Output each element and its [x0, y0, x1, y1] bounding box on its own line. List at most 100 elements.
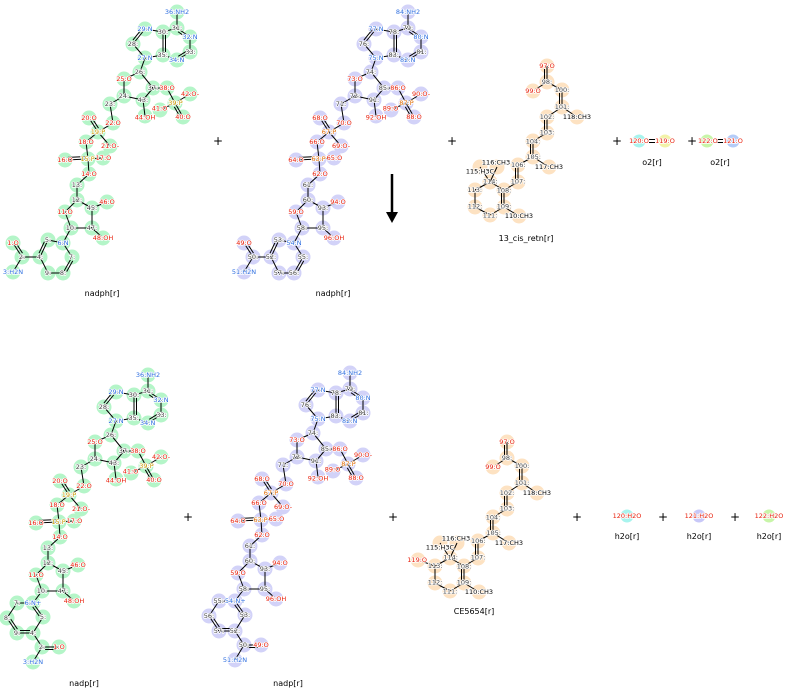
molecule-nadp-2[interactable]: 84:NH2 79:80:N 81:82:N83: 78: 77:N 76: 75:N 74:… — [201, 365, 374, 668]
atom-label: 23: — [76, 463, 86, 471]
atom-label: 94:O — [330, 198, 346, 206]
bond — [449, 542, 458, 559]
bond — [137, 450, 147, 467]
atom-label: 57: — [274, 269, 284, 277]
atom-label: 56: — [204, 612, 214, 620]
bond — [133, 417, 149, 424]
atom-label: 69:O- — [274, 503, 293, 511]
atom-label: 64:O — [230, 517, 246, 525]
atom-label: 97:O — [539, 62, 555, 70]
bond — [332, 463, 349, 472]
bond — [340, 95, 356, 105]
molecule-h2o[interactable]: 121:H2O — [684, 509, 714, 523]
atom-label: 88:O — [406, 113, 422, 121]
bond — [489, 181, 505, 191]
bond — [260, 518, 277, 521]
atom-label: 68:O — [254, 475, 270, 483]
atom-label: 109: — [497, 203, 512, 211]
bond — [295, 211, 303, 229]
bond — [64, 211, 72, 229]
plus-sign: + — [183, 510, 193, 524]
atom-label: 18:O — [49, 501, 65, 509]
bond — [35, 574, 43, 592]
bond — [64, 158, 89, 161]
atom-label: 72: — [292, 453, 302, 461]
atom-label: 74: — [308, 429, 318, 437]
molecule-name: h2o[r] — [687, 532, 712, 541]
atom-label: 101: — [555, 103, 570, 111]
bond — [278, 239, 295, 244]
atom-label: 72: — [350, 92, 360, 100]
atom-label: 26: — [135, 68, 145, 76]
molecule-nadph-1[interactable]: 36:NH2 31:32:N 33:34:N35: 30: 29:N 28: 27:N 26:… — [2, 4, 201, 281]
atom-label: 64:O — [288, 156, 304, 164]
atom-label: 50: — [248, 253, 258, 261]
atom-label: 119:O — [655, 137, 675, 145]
molecule-o2[interactable]: 122:O 121:O — [697, 134, 744, 148]
bond — [477, 532, 494, 542]
molecule-13-cis-retinoate[interactable]: 97:O 98:99:O 100: 101: 118:CH3 102: 103:104: 10… — [465, 58, 592, 224]
atom-label: 80:N — [355, 394, 370, 402]
bond — [317, 389, 337, 394]
atom-label: 94:O — [272, 559, 288, 567]
atom-label: 6:N — [57, 239, 68, 247]
atom-label: 71: — [278, 461, 288, 469]
molecule-ce5654[interactable]: 97:O 98:99:O 100: 101: 118:CH3 102: 103:104: 10… — [407, 434, 552, 600]
atom-label: 120:O — [629, 137, 649, 145]
atom-label: 43: — [109, 459, 119, 467]
atom-label: 89:O — [325, 466, 341, 474]
bond — [434, 582, 451, 592]
atom-label: 11:O — [28, 571, 44, 579]
atom-label: 24: — [119, 92, 129, 100]
double-bond — [10, 618, 18, 630]
atom-label: 60: — [303, 196, 313, 204]
bond — [32, 590, 43, 604]
molecule-h2o[interactable]: 122:H2O — [754, 509, 784, 523]
molecule-name: nadph[r] — [85, 289, 120, 298]
molecule-nadp-1[interactable]: 36:NH2 31:32:N 33:34:N35: 30: 29:N 28: 27:N 26:… — [0, 367, 172, 670]
atom-label: 22:O — [105, 119, 121, 127]
atom-label: 42:O- — [181, 90, 200, 98]
atom-label: 39:P — [139, 462, 153, 470]
atom-label: 6:N+ — [25, 599, 42, 607]
bonds — [243, 12, 422, 274]
molecule-name: o2[r] — [710, 158, 730, 167]
atom-highlight — [692, 509, 706, 523]
double-bond — [234, 604, 242, 615]
double-bond — [66, 260, 74, 272]
atom-label: 88:O — [348, 474, 364, 482]
double-bond — [404, 106, 411, 116]
atom-label: 122:H2O — [755, 512, 784, 520]
double-bond — [67, 156, 85, 158]
atom-label: 90:O- — [354, 451, 373, 459]
double-bond — [63, 481, 70, 492]
bond — [282, 464, 287, 485]
atom-label: 41:O — [123, 468, 139, 476]
plus-sign: + — [612, 134, 622, 148]
molecule-h2o[interactable]: 120:H2O — [612, 509, 642, 523]
atom-label: 5: — [45, 236, 51, 244]
bond — [234, 614, 246, 632]
atom-label: 39:P — [168, 99, 182, 107]
atom-label: 9: — [14, 629, 20, 637]
bond — [393, 54, 409, 61]
bond — [312, 418, 319, 434]
atom-label: 122:O — [698, 137, 718, 145]
atom-label: 86:O — [332, 445, 348, 453]
bond — [47, 562, 64, 572]
atom-label: 24: — [90, 455, 100, 463]
bond — [463, 582, 480, 593]
plus-sign: + — [687, 134, 697, 148]
atom-label: 110:CH3 — [505, 212, 533, 220]
double-bond — [212, 616, 220, 628]
atom-label: 37: — [119, 447, 129, 455]
atom-label: 69:O- — [332, 142, 351, 150]
atom-label: 106: — [471, 537, 486, 545]
molecule-nadph-2[interactable]: 84:NH2 79:80:N 81:82:N83: 78: 77:N 76: 75:N 74:… — [231, 4, 432, 281]
double-bond — [350, 392, 360, 399]
atom-label: 7: — [14, 599, 20, 607]
molecule-o2[interactable]: 120:O 119:O — [628, 134, 676, 148]
bond — [354, 71, 372, 80]
bond — [296, 432, 314, 441]
